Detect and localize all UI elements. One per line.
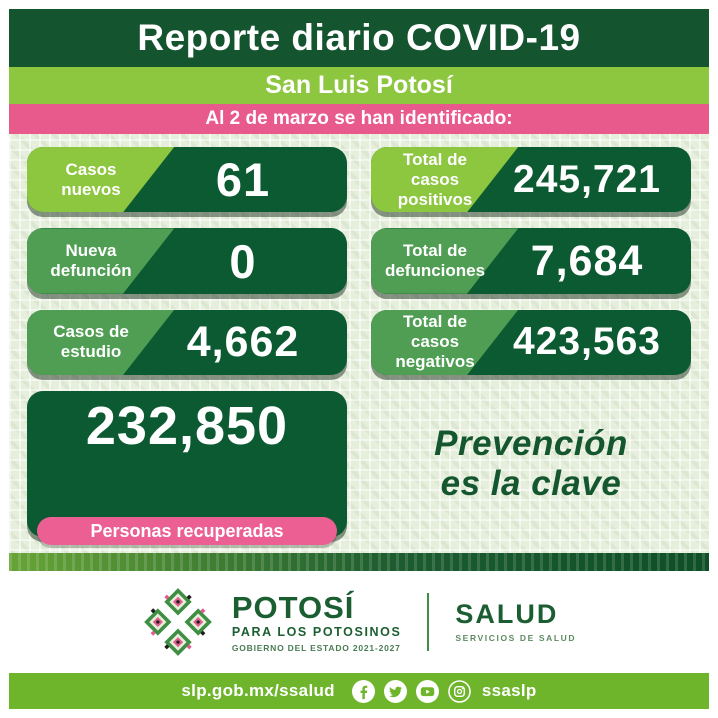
stat-card-total-positivos: Total de casos positivos 245,721 <box>371 147 691 213</box>
stat-card-total-defunciones: Total de defunciones 7,684 <box>371 228 691 294</box>
header-band: Reporte diario COVID-19 <box>9 9 709 67</box>
stat-label: Total de casos negativos <box>395 312 475 372</box>
date-banner-text: Al 2 de marzo se han identificado: <box>205 108 513 129</box>
date-banner: Al 2 de marzo se han identificado: <box>9 104 709 134</box>
state-emblem-icon <box>144 588 212 656</box>
stat-card-casos-nuevos: Casos nuevos 61 <box>27 147 347 213</box>
gov-caption: GOBIERNO DEL ESTADO 2021-2027 <box>231 642 401 653</box>
gov-logo-block: POTOSÍ PARA LOS POTOSINOS GOBIERNO DEL E… <box>232 592 402 653</box>
recovered-value: 232,850 <box>85 396 289 457</box>
stat-label: Total de defunciones <box>384 241 486 281</box>
salud-logo-block: SALUD SERVICIOS DE SALUD <box>455 599 577 644</box>
salud-subtitle: SERVICIOS DE SALUD <box>455 633 577 643</box>
instagram-icon[interactable] <box>448 679 471 703</box>
youtube-icon[interactable] <box>415 679 439 703</box>
gov-tagline: PARA LOS POTOSINOS <box>231 624 402 639</box>
recovered-card: 232,850 Personas recuperadas <box>27 391 347 545</box>
stat-value: 245,721 <box>513 157 661 201</box>
website-url[interactable]: slp.gob.mx/ssalud <box>181 681 335 700</box>
subtitle-band: San Luis Potosí <box>9 67 709 104</box>
stat-card-nueva-defuncion: Nueva defunción 0 <box>27 228 347 294</box>
state-name: San Luis Potosí <box>265 71 453 99</box>
stat-label: Casos de estudio <box>53 322 129 362</box>
bottom-bar: slp.gob.mx/ssalud ssaslp <box>9 673 709 709</box>
stat-value: 7,684 <box>530 236 644 285</box>
decorative-green-strip <box>9 553 709 571</box>
stat-card-casos-estudio: Casos de estudio 4,662 <box>27 309 347 376</box>
footer-divider <box>427 593 430 651</box>
twitter-icon[interactable] <box>383 679 407 703</box>
prevention-slogan: Prevención es la clave <box>434 423 628 504</box>
gov-name: POTOSÍ <box>231 589 355 625</box>
stat-value: 0 <box>229 234 257 288</box>
stat-label: Casos nuevos <box>61 159 121 199</box>
footer-logos: POTOSÍ PARA LOS POTOSINOS GOBIERNO DEL E… <box>9 571 709 673</box>
page-title: Reporte diario COVID-19 <box>137 17 581 58</box>
recovered-label-pill: Personas recuperadas <box>36 517 338 545</box>
social-handle[interactable]: ssaslp <box>481 681 537 700</box>
salud-title: SALUD <box>455 599 559 629</box>
stat-value: 61 <box>215 153 271 207</box>
stats-area: Casos nuevos 61 Total de casos positivos… <box>9 134 709 571</box>
stat-label: Total de casos positivos <box>397 149 473 209</box>
stat-value: 4,662 <box>186 317 300 366</box>
stat-label: Nueva defunción <box>50 241 132 281</box>
stat-card-total-negativos: Total de casos negativos 423,563 <box>371 309 691 376</box>
stat-value: 423,563 <box>513 320 661 364</box>
stats-grid: Casos nuevos 61 Total de casos positivos… <box>9 134 709 553</box>
facebook-icon[interactable] <box>351 679 375 703</box>
